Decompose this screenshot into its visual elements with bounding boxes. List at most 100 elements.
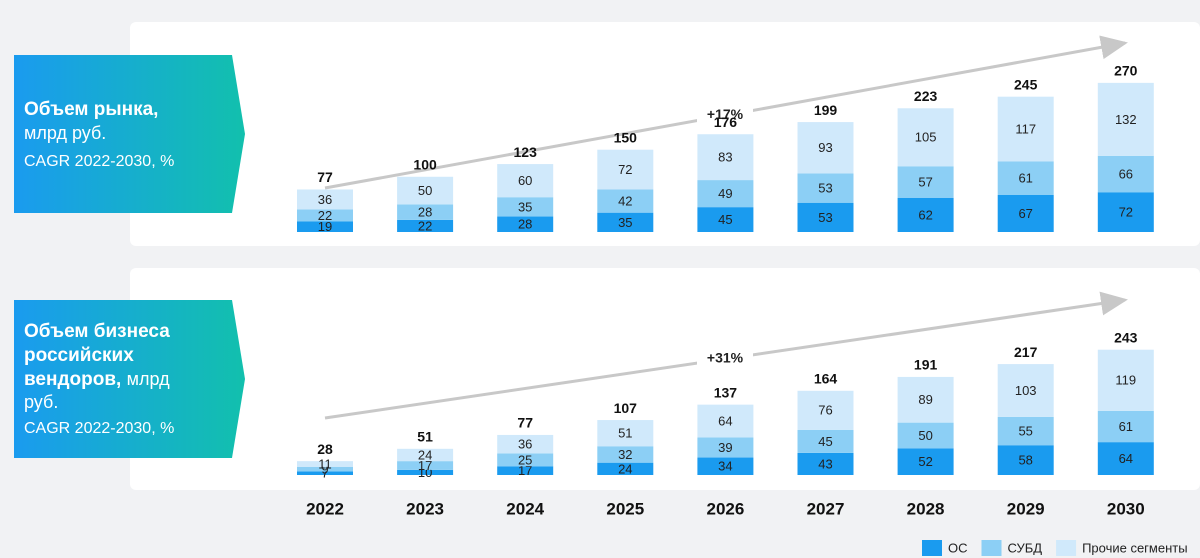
value-label: 19 [318, 219, 332, 234]
x-tick-label: 2022 [306, 499, 344, 518]
bar-segment [297, 471, 353, 475]
bar-segment [797, 202, 854, 232]
total-label: 150 [614, 129, 638, 145]
bar-segment [697, 404, 754, 438]
value-label: 52 [918, 454, 932, 469]
value-label: 35 [518, 199, 532, 214]
value-label: 39 [718, 440, 732, 455]
bar-segment [697, 437, 754, 458]
value-label: 58 [1018, 453, 1032, 468]
total-label: 270 [1114, 63, 1138, 79]
bar-segment [997, 96, 1054, 162]
total-label: 51 [417, 429, 433, 445]
bar-segment [997, 416, 1054, 446]
value-label: 24 [618, 461, 632, 476]
bar-segment [1097, 155, 1154, 193]
bar-segment [1097, 82, 1154, 156]
value-label: 49 [718, 186, 732, 201]
legend-label: ОС [948, 540, 968, 555]
bar-segment [897, 422, 954, 449]
value-label: 42 [618, 194, 632, 209]
value-label: 83 [718, 150, 732, 165]
value-label: 25 [518, 452, 532, 467]
value-label: 119 [1115, 373, 1136, 388]
bar-segment [697, 180, 754, 208]
bar-segment [497, 164, 554, 198]
label-line: вендоров, млрд [24, 369, 170, 390]
bar-segment [297, 189, 353, 210]
legend-label: СУБД [1008, 540, 1043, 555]
bar-segment [897, 108, 954, 167]
label-title: российских [24, 345, 134, 366]
x-tick-label: 2028 [907, 499, 945, 518]
value-label: 57 [918, 174, 932, 189]
bar-segment [397, 461, 454, 470]
total-label: 245 [1014, 76, 1038, 92]
value-label: 103 [1015, 383, 1037, 398]
value-label: 60 [518, 173, 532, 188]
bar-segment [797, 452, 854, 475]
value-label: 45 [718, 212, 732, 227]
legend-swatch [981, 540, 1002, 556]
label-title: вендоров, [24, 369, 121, 390]
bar-segment [497, 216, 554, 232]
value-label: 93 [818, 140, 832, 155]
total-label: 176 [714, 114, 738, 130]
bar-segment [297, 221, 353, 232]
value-label: 64 [718, 414, 732, 429]
total-label: 243 [1114, 329, 1138, 345]
bar-segment [797, 429, 854, 453]
bar-segment [697, 457, 754, 475]
x-tick-label: 2025 [606, 499, 644, 518]
value-label: 61 [1119, 419, 1133, 434]
bar-segment [1097, 192, 1154, 232]
total-label: 107 [614, 400, 638, 416]
total-label: 217 [1014, 344, 1038, 360]
legend-label: Прочие сегменты [1082, 540, 1188, 555]
value-label: 17 [418, 458, 432, 473]
value-label: 36 [318, 192, 332, 207]
value-label: 11 [318, 456, 332, 471]
bar-segment [897, 197, 954, 232]
annotation: +17% [707, 106, 744, 122]
value-label: 32 [618, 447, 632, 462]
value-label: 132 [1115, 112, 1137, 127]
label-unit: млрд руб. [24, 123, 106, 143]
value-label: 43 [818, 456, 832, 471]
bar-segment [997, 445, 1054, 475]
label-subtitle: CAGR 2022-2030, % [24, 153, 174, 170]
value-label: 76 [818, 403, 832, 418]
legend-swatch [1056, 540, 1077, 556]
total-label: 164 [814, 370, 838, 386]
value-label: 34 [718, 459, 732, 474]
bar-segment [597, 462, 654, 475]
bar-segment [497, 197, 554, 217]
total-label: 137 [714, 384, 738, 400]
panel-label: Объем рынка, млрд руб. CAGR 2022-2030, %… [24, 99, 174, 437]
bar-segment [697, 207, 754, 232]
bar-segment [297, 466, 353, 472]
bar-segment [497, 466, 554, 475]
bar-segment [697, 134, 754, 181]
value-label: 22 [318, 208, 332, 223]
bar-segment [797, 173, 854, 203]
value-label: 62 [918, 207, 932, 222]
bar-segment [497, 434, 554, 454]
value-label: 72 [618, 162, 632, 177]
value-label: 64 [1119, 451, 1133, 466]
value-label: 45 [818, 434, 832, 449]
value-label: 22 [418, 218, 432, 233]
bar-segment [397, 219, 454, 232]
x-tick-label: 2023 [406, 499, 444, 518]
value-label: 50 [418, 183, 432, 198]
value-label: 17 [518, 463, 532, 478]
total-label: 123 [514, 144, 538, 160]
bar-segment [497, 453, 554, 467]
bar-segment [897, 448, 954, 475]
total-label: 77 [517, 415, 533, 431]
value-label: 36 [518, 437, 532, 452]
x-tick-label: 2027 [807, 499, 845, 518]
bar-segment [897, 166, 954, 198]
